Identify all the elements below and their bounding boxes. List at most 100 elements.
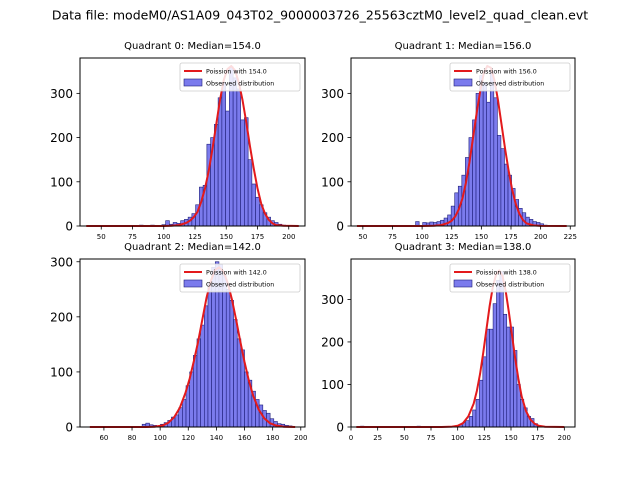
axes-frame bbox=[350, 57, 576, 227]
x-tick-label: 150 bbox=[504, 434, 517, 442]
x-tick-label: 100 bbox=[157, 233, 170, 241]
histogram-bar bbox=[492, 303, 497, 428]
legend: Poission with 142.0 Observed distribution bbox=[179, 263, 301, 293]
histogram-bar bbox=[482, 356, 487, 428]
subplot-grid: Quadrant 0: Median=154.0 50 75 100 125 150 175… bbox=[50, 41, 577, 442]
y-tick-label: 100 bbox=[50, 175, 73, 189]
axes-frame bbox=[79, 57, 306, 227]
axes-frame bbox=[79, 258, 306, 428]
histogram-bar bbox=[251, 183, 256, 227]
subplot-title: Quadrant 0: Median=154.0 bbox=[124, 41, 261, 52]
legend-label-poisson: Poission with 154.0 bbox=[206, 69, 267, 76]
histogram-bar bbox=[450, 205, 456, 227]
histogram-bar bbox=[465, 420, 470, 428]
histogram-bar bbox=[225, 110, 230, 227]
x-tick-label: 50 bbox=[400, 434, 409, 442]
legend-box bbox=[179, 263, 301, 293]
legend-bar-swatch bbox=[453, 78, 473, 87]
histogram-bar bbox=[196, 338, 201, 428]
histogram-bar bbox=[499, 271, 504, 428]
histogram-bar bbox=[489, 328, 494, 428]
subplot-title: Quadrant 1: Median=156.0 bbox=[395, 41, 532, 52]
histogram-bar bbox=[240, 119, 245, 227]
x-tick-label: 75 bbox=[427, 434, 436, 442]
histogram-bar bbox=[496, 279, 501, 428]
legend-label-poisson: Poission with 156.0 bbox=[476, 69, 537, 76]
y-tick-label: 300 bbox=[50, 87, 73, 101]
histogram-bar bbox=[485, 328, 490, 428]
histogram-bar bbox=[222, 275, 227, 428]
y-tick-label: 300 bbox=[321, 87, 344, 101]
x-tick-label: 160 bbox=[238, 434, 251, 442]
y-tick-label: 0 bbox=[65, 220, 73, 234]
x-tick-label: 60 bbox=[99, 434, 108, 442]
x-tick-label: 150 bbox=[475, 233, 488, 241]
histogram-bar bbox=[204, 305, 209, 428]
poisson-curve bbox=[356, 269, 565, 428]
histogram-bar bbox=[236, 88, 241, 227]
histogram-bar bbox=[225, 288, 231, 428]
x-tick-label: 200 bbox=[282, 233, 295, 241]
histogram-bar bbox=[200, 324, 205, 428]
y-tick-label: 200 bbox=[321, 131, 344, 145]
y-tick-label: 100 bbox=[50, 365, 73, 379]
x-tick-label: 100 bbox=[415, 233, 428, 241]
histogram-bar bbox=[503, 313, 508, 428]
x-tick-label: 100 bbox=[451, 434, 464, 442]
y-tick-label: 300 bbox=[50, 255, 73, 269]
legend: Poission with 156.0 Observed distribution bbox=[449, 62, 571, 92]
x-tick-label: 125 bbox=[188, 233, 201, 241]
histogram-bar bbox=[479, 75, 484, 227]
y-tick-label: 0 bbox=[336, 421, 344, 435]
axes-frame bbox=[350, 258, 576, 428]
histogram-bar bbox=[493, 97, 498, 227]
legend-label-poisson: Poission with 142.0 bbox=[206, 270, 267, 277]
legend: Poission with 138.0 Observed distribution bbox=[449, 263, 571, 293]
histogram-bar bbox=[229, 300, 234, 428]
x-tick-label: 200 bbox=[558, 434, 571, 442]
x-tick-label: 75 bbox=[388, 233, 397, 241]
legend-label-poisson: Poission with 138.0 bbox=[476, 270, 537, 277]
x-tick-label: 120 bbox=[182, 434, 195, 442]
x-tick-label: 125 bbox=[445, 233, 458, 241]
histogram-bar bbox=[486, 101, 491, 227]
y-tick-label: 0 bbox=[336, 220, 344, 234]
legend-box bbox=[179, 62, 301, 92]
legend-label-observed: Observed distribution bbox=[206, 282, 274, 289]
legend-box bbox=[449, 263, 571, 293]
y-tick-label: 100 bbox=[321, 378, 344, 392]
histogram-bar bbox=[468, 416, 473, 428]
x-tick-label: 50 bbox=[358, 233, 367, 241]
histogram-bar bbox=[182, 399, 187, 428]
x-tick-label: 150 bbox=[220, 233, 233, 241]
x-tick-label: 0 bbox=[349, 434, 353, 442]
histogram-bar bbox=[214, 124, 219, 227]
y-tick-label: 200 bbox=[50, 131, 73, 145]
x-tick-label: 175 bbox=[531, 434, 544, 442]
legend: Poission with 154.0 Observed distribution bbox=[179, 62, 301, 92]
x-tick-label: 140 bbox=[210, 434, 223, 442]
histogram-bar bbox=[506, 326, 511, 428]
histogram-bar bbox=[221, 82, 226, 227]
y-tick-label: 200 bbox=[50, 310, 73, 324]
histogram-bar bbox=[193, 355, 198, 428]
histogram-bar bbox=[497, 135, 502, 227]
histogram-bar bbox=[479, 379, 484, 428]
x-tick-label: 225 bbox=[564, 233, 577, 241]
legend-label-observed: Observed distribution bbox=[206, 81, 274, 88]
y-tick-label: 300 bbox=[321, 293, 344, 307]
x-tick-label: 175 bbox=[251, 233, 264, 241]
histogram-bar bbox=[233, 319, 238, 428]
subplot-title: Quadrant 2: Median=142.0 bbox=[124, 242, 261, 253]
histogram-bar bbox=[217, 97, 223, 227]
x-tick-label: 200 bbox=[534, 233, 547, 241]
legend-bar-swatch bbox=[183, 78, 203, 87]
histogram-bar bbox=[482, 82, 488, 227]
subplot-quadrant-0: Quadrant 0: Median=154.0 50 75 100 125 150 175… bbox=[50, 41, 306, 241]
histogram-bar bbox=[475, 399, 480, 428]
histogram-bar bbox=[244, 371, 249, 428]
subplot-quadrant-2: Quadrant 2: Median=142.0 60 80 100 120 140 160… bbox=[50, 242, 307, 442]
histogram-bar bbox=[255, 196, 260, 227]
y-tick-label: 200 bbox=[321, 335, 344, 349]
